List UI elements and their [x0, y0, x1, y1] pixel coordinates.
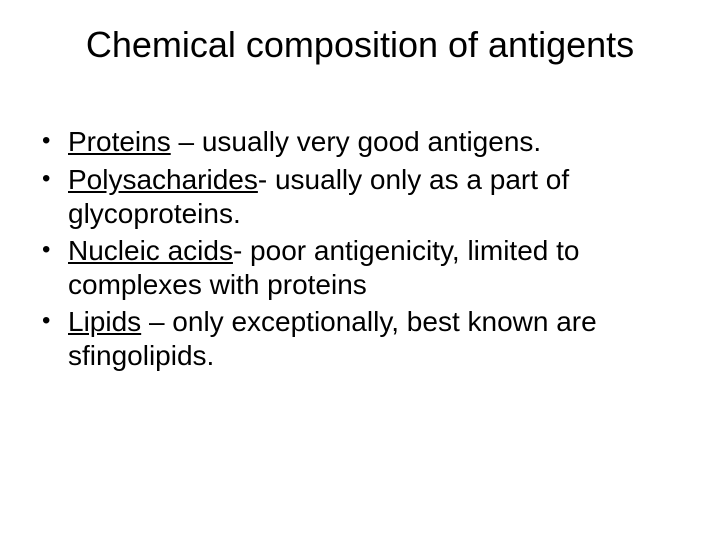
bullet-term: Nucleic acids — [68, 235, 233, 266]
bullet-term: Lipids — [68, 306, 141, 337]
list-item: Lipids – only exceptionally, best known … — [40, 305, 680, 372]
bullet-term: Proteins — [68, 126, 171, 157]
list-item: Polysacharides- usually only as a part o… — [40, 163, 680, 230]
bullet-rest: – only exceptionally, best known are sfi… — [68, 306, 597, 371]
bullet-rest: – usually very good antigens. — [171, 126, 541, 157]
bullet-term: Polysacharides — [68, 164, 258, 195]
list-item: Proteins – usually very good antigens. — [40, 125, 680, 159]
slide: Chemical composition of antigents Protei… — [0, 0, 720, 540]
bullet-list: Proteins – usually very good antigens. P… — [40, 125, 680, 372]
slide-title: Chemical composition of antigents — [40, 24, 680, 65]
list-item: Nucleic acids- poor antigenicity, limite… — [40, 234, 680, 301]
